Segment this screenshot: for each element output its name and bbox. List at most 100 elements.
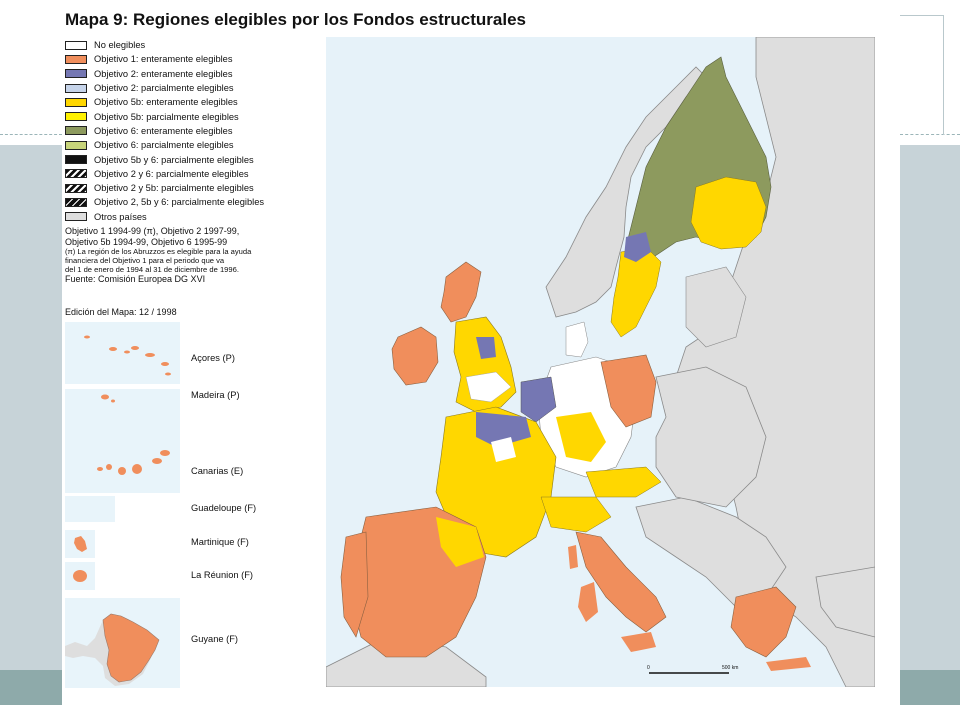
- inset-madeira-canarias: [65, 389, 180, 493]
- inset-label-madeira: Madeira (P): [191, 390, 240, 400]
- legend-swatch: [65, 112, 87, 122]
- inset-label-martinique: Martinique (F): [191, 537, 249, 547]
- legend-label: Objetivo 2: enteramente elegibles: [94, 68, 233, 79]
- scale-start: 0: [647, 665, 650, 671]
- guyane-region: [65, 613, 160, 686]
- inset-reunion: [65, 562, 95, 590]
- martinique-island: [74, 536, 87, 552]
- note-objectives-1: Objetivo 1 1994-99 (π), Objetivo 2 1997-…: [65, 226, 240, 236]
- turkey-region: [815, 566, 875, 638]
- legend-label: Objetivo 2 y 5b: parcialmente elegibles: [94, 183, 254, 194]
- map-notes: Objetivo 1 1994-99 (π), Objetivo 2 1997-…: [65, 226, 325, 285]
- paris-region: [491, 437, 516, 462]
- note-source: Fuente: Comisión Europea DG XVI: [65, 274, 206, 284]
- legend-swatch: [65, 40, 87, 50]
- legend-item: Objetivo 2: enteramente elegibles: [65, 67, 325, 81]
- scale-end: 500 km: [722, 665, 738, 671]
- inset-guyane: [65, 598, 180, 688]
- note-abruzzos-3: del 1 de enero de 1994 al 31 de diciembr…: [65, 265, 239, 274]
- germany-5b-region: [556, 412, 606, 462]
- italy-north: [540, 496, 612, 533]
- legend-label: Objetivo 5b: enteramente elegibles: [94, 97, 238, 108]
- austria-region: [585, 466, 662, 498]
- legend-item: Objetivo 2: parcialmente elegibles: [65, 81, 325, 95]
- azores-islands: [84, 335, 171, 376]
- denmark-region: [565, 321, 589, 358]
- benelux-region: [520, 376, 557, 423]
- france-north: [476, 412, 531, 447]
- england-south: [465, 371, 512, 403]
- corsica-region: [568, 545, 578, 569]
- finland-south: [690, 176, 767, 250]
- legend-label: Objetivo 6: enteramente elegibles: [94, 125, 233, 136]
- legend-label: Otros países: [94, 211, 147, 222]
- sardinia-region: [578, 582, 598, 622]
- greece-region: [730, 586, 797, 658]
- map-edition: Edición del Mapa: 12 / 1998: [65, 307, 177, 317]
- east-germany-region: [600, 354, 657, 428]
- legend-swatch: [65, 97, 87, 107]
- slide-corner-line: [943, 15, 944, 135]
- inset-label-guadeloupe: Guadeloupe (F): [191, 503, 257, 513]
- central-europe-region: [655, 366, 767, 508]
- legend-swatch: [65, 126, 87, 136]
- legend-label: Objetivo 2: parcialmente elegibles: [94, 83, 234, 94]
- slide-footer-right: [900, 670, 960, 705]
- slide-footer-left: [0, 670, 62, 705]
- ireland-region: [391, 326, 439, 386]
- legend-swatch: [65, 212, 87, 222]
- legend-label: Objetivo 6: parcialmente elegibles: [94, 140, 234, 151]
- legend-label: Objetivo 5b y 6: parcialmente elegibles: [94, 154, 254, 165]
- legend-item: Objetivo 5b y 6: parcialmente elegibles: [65, 152, 325, 166]
- inset-label-guyane: Guyane (F): [191, 634, 239, 644]
- inset-label-azores: Açores (P): [191, 353, 235, 363]
- slide-divider-left: [0, 134, 62, 135]
- legend-item: Objetivo 2 y 6: parcialmente elegibles: [65, 167, 325, 181]
- legend-swatch: [65, 169, 87, 179]
- legend-item: Objetivo 1: enteramente elegibles: [65, 52, 325, 66]
- legend-label: Objetivo 5b: parcialmente elegibles: [94, 111, 239, 122]
- legend-item: Objetivo 5b: enteramente elegibles: [65, 95, 325, 109]
- legend-item: No elegibles: [65, 38, 325, 52]
- inset-label-reunion: La Réunion (F): [191, 570, 254, 580]
- madeira-canarias-islands: [97, 394, 170, 475]
- legend-item: Objetivo 6: enteramente elegibles: [65, 124, 325, 138]
- legend-item: Objetivo 5b: parcialmente elegibles: [65, 109, 325, 123]
- england-industrial: [476, 337, 496, 359]
- inset-label-canarias: Canarias (E): [191, 466, 244, 476]
- sweden-south: [610, 246, 662, 338]
- legend-item: Objetivo 6: parcialmente elegibles: [65, 138, 325, 152]
- legend-item: Otros países: [65, 210, 325, 224]
- legend-label: Objetivo 2, 5b y 6: parcialmente elegibl…: [94, 197, 265, 208]
- inset-guadeloupe-b: [84, 502, 114, 522]
- europe-map: 0 500 km: [326, 37, 875, 687]
- slide-divider-right: [900, 134, 960, 135]
- legend-swatch: [65, 197, 87, 207]
- europe-map-svg: 0 500 km: [326, 37, 875, 687]
- scotland-region: [440, 261, 482, 323]
- scale-bar: 0 500 km: [647, 665, 738, 674]
- inset-azores: [65, 322, 180, 384]
- legend-label: No elegibles: [94, 40, 146, 51]
- sweden-central: [624, 232, 651, 262]
- legend-item: Objetivo 2 y 5b: parcialmente elegibles: [65, 181, 325, 195]
- portugal-region: [340, 531, 369, 638]
- slide-band-right: [900, 145, 960, 670]
- italy-south: [575, 531, 667, 633]
- note-abruzzos-1: (π) La región de los Abruzzos es elegibl…: [65, 247, 252, 256]
- sicily-region: [621, 632, 656, 652]
- baltic-region: [685, 266, 747, 348]
- crete-region: [766, 657, 811, 671]
- legend-swatch: [65, 155, 87, 165]
- note-abruzzos-2: financiera del Objetivo 1 para el period…: [65, 256, 225, 265]
- map-document: Mapa 9: Regiones elegibles por los Fondo…: [62, 0, 900, 690]
- slide-band-left: [0, 145, 62, 670]
- legend-label: Objetivo 2 y 6: parcialmente elegibles: [94, 168, 249, 179]
- france-region: [435, 406, 557, 558]
- legend-swatch: [65, 140, 87, 150]
- legend-swatch: [65, 54, 87, 64]
- legend-label: Objetivo 1: enteramente elegibles: [94, 54, 233, 65]
- reunion-island: [73, 570, 87, 582]
- note-objectives-2: Objetivo 5b 1994-99, Objetivo 6 1995-99: [65, 236, 228, 247]
- legend-swatch: [65, 83, 87, 93]
